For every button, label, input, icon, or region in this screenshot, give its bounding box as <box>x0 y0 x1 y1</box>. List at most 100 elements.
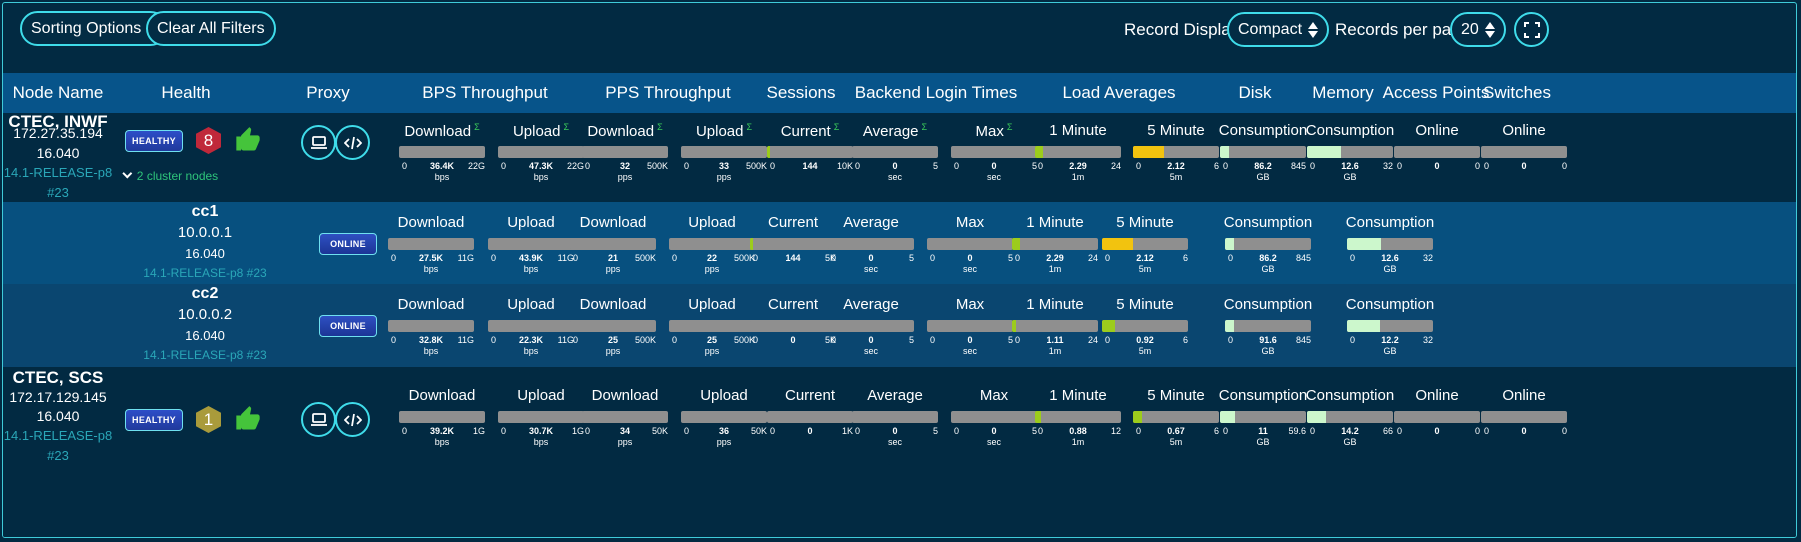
metric-min: 0 <box>1484 161 1490 171</box>
metric-unit: pps <box>716 437 732 447</box>
metric-title-text: Consumption <box>1218 387 1308 404</box>
metric-title: Upload <box>495 387 587 404</box>
metric-values: 0 0 5K <box>747 335 839 346</box>
sum-icon: Σ <box>474 122 480 132</box>
metric-bar <box>399 146 485 158</box>
metric-value: 0 <box>1434 161 1440 171</box>
proxy-console-button[interactable] <box>301 125 336 160</box>
metric-title-text: Download <box>579 214 647 231</box>
metric-unit: pps <box>704 346 720 356</box>
metric-gauge: 1 Minute 0 1.11 24 1m <box>1009 296 1101 356</box>
node-row: CTEC, SCS 172.17.129.145 16.040 14.1-RELEAS… <box>3 367 1796 537</box>
sorting-options-select[interactable]: Sorting Options <box>20 11 169 46</box>
metric-value: 43.9K <box>518 253 544 263</box>
metric-values: 0 39.2K 1G <box>396 426 488 437</box>
metric-min: 0 <box>402 426 408 436</box>
metric-title: Upload <box>485 296 577 313</box>
metric-value: 0 <box>807 426 813 436</box>
fullscreen-button[interactable] <box>1514 12 1549 47</box>
metric-bar <box>951 146 1037 158</box>
metric-unit: 1m <box>1048 264 1062 274</box>
metric-min: 0 <box>1310 426 1316 436</box>
metric-bar <box>927 320 1013 332</box>
metric-bar-fill <box>767 146 770 158</box>
metric-value: 12.2 <box>1381 335 1399 345</box>
records-per-page-select[interactable]: 20 <box>1450 12 1506 47</box>
metric-min: 0 <box>1038 161 1044 171</box>
metric-value: 47.3K <box>528 161 554 171</box>
metric-gauge: Upload 0 43.9K 11G bps <box>485 214 577 274</box>
metric-bar <box>767 146 853 158</box>
metric-min: 0 <box>1350 253 1356 263</box>
metric-min: 0 <box>1350 335 1356 345</box>
metric-gauge: Download 0 21 500K pps <box>567 214 659 274</box>
proxy-code-button[interactable] <box>335 125 370 160</box>
metric-title-text: 1 Minute <box>1026 214 1084 231</box>
metric-values: 0 0 5 <box>825 253 917 264</box>
sum-icon: Σ <box>921 122 928 132</box>
metric-gauge: 5 Minute 0 0.67 6 5m <box>1130 387 1222 447</box>
proxy-console-button[interactable] <box>301 402 336 437</box>
metric-title: 5 Minute <box>1130 387 1222 404</box>
metric-gauge: Consumption 0 12.6 32 GB <box>1344 214 1436 274</box>
metric-title-text: Current <box>780 123 831 140</box>
metric-values: 0 0 5 <box>924 253 1016 264</box>
metric-values: 0 30.7K 1G <box>495 426 587 437</box>
metric-bar-fill <box>1307 146 1341 158</box>
metric-title-text: Upload <box>688 214 736 231</box>
metric-min: 0 <box>1484 426 1490 436</box>
metric-gauge: 1 Minute 0 2.29 24 1m <box>1032 122 1124 182</box>
metric-unit: 1m <box>1071 172 1085 182</box>
metric-max: 500K <box>646 161 668 171</box>
metric-values: 0 0 5 <box>948 426 1040 437</box>
metric-bar-fill <box>1035 411 1042 423</box>
metric-unit: GB <box>1343 172 1357 182</box>
metric-gauge: Max Σ 0 0 5 sec <box>948 122 1040 182</box>
metric-title-text: Current <box>784 387 836 404</box>
metric-unit: GB <box>1256 172 1270 182</box>
node-release-build: #23 <box>47 448 69 463</box>
metric-gauge: Online 0 0 0 <box>1478 122 1570 182</box>
proxy-code-button[interactable] <box>335 402 370 437</box>
alarm-count-badge[interactable]: 8 <box>196 127 221 154</box>
metric-bar <box>582 146 668 158</box>
code-icon <box>343 413 362 426</box>
metric-max: 0 <box>1561 426 1567 436</box>
clear-filters-button[interactable]: Clear All Filters <box>146 11 276 46</box>
cluster-nodes-toggle[interactable]: 2 cluster nodes <box>122 168 218 183</box>
metric-value: 0.92 <box>1136 335 1154 345</box>
record-display-label: Record Display: <box>1124 20 1244 39</box>
metric-bar <box>1035 411 1121 423</box>
metric-bar-fill <box>1225 238 1234 250</box>
alarm-count-badge[interactable]: 1 <box>196 406 221 433</box>
metric-min: 0 <box>1223 426 1229 436</box>
metric-values: 0 0.92 6 <box>1099 335 1191 346</box>
metric-title-text: Upload <box>695 123 744 140</box>
column-header-memory: Memory <box>1312 83 1374 102</box>
node-ip: 172.17.129.145 <box>9 389 107 405</box>
metric-title: Online <box>1391 122 1483 139</box>
metric-bar <box>1035 146 1121 158</box>
column-header-node-name: Node Name <box>12 83 104 102</box>
metric-bar <box>1012 320 1098 332</box>
metric-unit: bps <box>533 437 549 447</box>
metric-min: 0 <box>1397 161 1403 171</box>
record-display-value: Compact <box>1238 20 1303 38</box>
metric-title: Consumption <box>1217 122 1309 139</box>
record-display-select[interactable]: Compact <box>1227 12 1330 47</box>
metric-gauge: Upload 0 36 50K pps <box>678 387 770 447</box>
metric-gauge: Download Σ 0 36.4K 22G bps <box>396 122 488 182</box>
metric-value: 0.67 <box>1167 426 1185 436</box>
metric-values: 0 12.2 32 <box>1344 335 1436 346</box>
metric-bar <box>1394 411 1480 423</box>
laptop-icon <box>310 412 327 426</box>
metric-gauge: Consumption 0 12.6 32 GB <box>1304 122 1396 182</box>
metric-max: 50K <box>750 426 767 436</box>
metric-value: 0 <box>1521 161 1527 171</box>
metric-gauge: Average 0 0 5 sec <box>825 214 917 274</box>
metric-title: Consumption <box>1344 214 1436 231</box>
metric-title: Consumption <box>1222 296 1314 313</box>
column-header-sessions: Sessions <box>766 83 836 102</box>
metric-unit: bps <box>434 437 450 447</box>
metric-unit: GB <box>1256 437 1270 447</box>
